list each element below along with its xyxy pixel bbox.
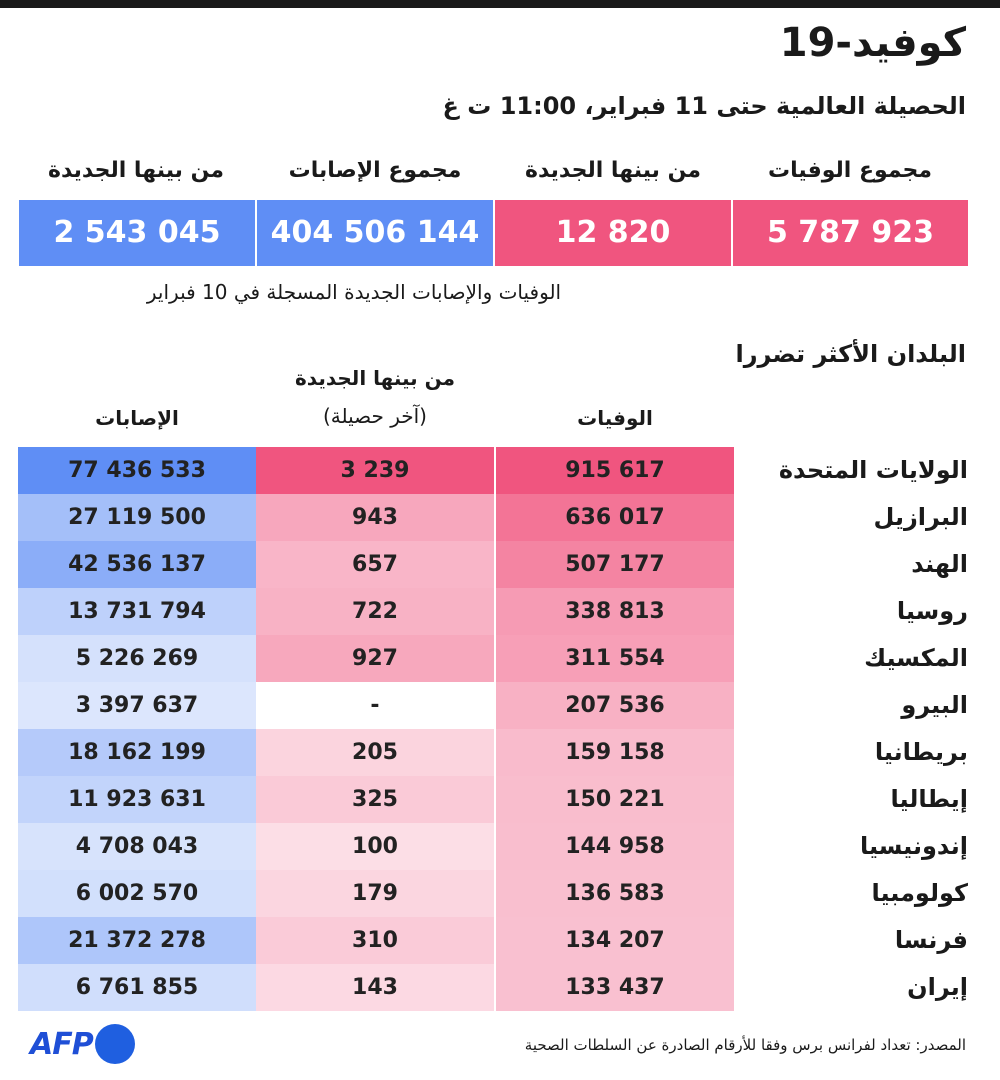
column-header-new-deaths-note: (آخر حصيلة) bbox=[322, 404, 427, 428]
table-title: البلدان الأكثر تضررا bbox=[735, 340, 966, 368]
summary-total-deaths: 5 787 923 bbox=[733, 200, 968, 266]
new-deaths-cell: 943 bbox=[256, 494, 494, 541]
deaths-cell: 159 158 bbox=[496, 729, 734, 776]
new-deaths-cell: 927 bbox=[256, 635, 494, 682]
cases-cell: 4 708 043 bbox=[18, 823, 256, 870]
deaths-cell: 133 437 bbox=[496, 964, 734, 1011]
summary-label-total-deaths: مجموع الوفيات bbox=[767, 158, 933, 183]
summary-label-new-deaths: من بينها الجديدة bbox=[524, 158, 702, 183]
cases-cell: 21 372 278 bbox=[18, 917, 256, 964]
new-deaths-cell: 657 bbox=[256, 541, 494, 588]
cases-cell: 5 226 269 bbox=[18, 635, 256, 682]
summary-label-new-cases: من بينها الجديدة bbox=[47, 158, 225, 183]
new-deaths-cell: 143 bbox=[256, 964, 494, 1011]
column-header-new-deaths: من بينها الجديدة bbox=[294, 366, 456, 390]
new-deaths-cell: 722 bbox=[256, 588, 494, 635]
new-deaths-cell: 179 bbox=[256, 870, 494, 917]
summary-new-deaths: 12 820 bbox=[495, 200, 731, 266]
cases-cell: 3 397 637 bbox=[18, 682, 256, 729]
cases-cell: 42 536 137 bbox=[18, 541, 256, 588]
deaths-cell: 207 536 bbox=[496, 682, 734, 729]
page-subtitle: الحصيلة العالمية حتى 11 فبراير، 11:00 ت … bbox=[442, 92, 966, 120]
summary-note: الوفيات والإصابات الجديدة المسجلة في 10 … bbox=[146, 280, 562, 304]
new-deaths-cell: - bbox=[256, 682, 494, 729]
column-header-cases: الإصابات bbox=[95, 406, 179, 430]
summary-total-cases: 404 506 144 bbox=[257, 200, 493, 266]
deaths-cell: 136 583 bbox=[496, 870, 734, 917]
country-label: الولايات المتحدة bbox=[778, 456, 968, 484]
deaths-cell: 507 177 bbox=[496, 541, 734, 588]
country-label: الهند bbox=[911, 550, 968, 578]
country-label: إيران bbox=[907, 973, 968, 1001]
afp-logo: AFP bbox=[30, 1024, 135, 1064]
page-title: كوفيد-19 bbox=[779, 20, 966, 66]
deaths-cell: 150 221 bbox=[496, 776, 734, 823]
new-deaths-cell: 3 239 bbox=[256, 447, 494, 494]
deaths-cell: 311 554 bbox=[496, 635, 734, 682]
country-label: إيطاليا bbox=[890, 785, 968, 813]
country-label: روسيا bbox=[896, 597, 968, 625]
cases-cell: 6 761 855 bbox=[18, 964, 256, 1011]
top-bar bbox=[0, 0, 1000, 8]
country-label: البرازيل bbox=[873, 503, 968, 531]
afp-logo-text: AFP bbox=[30, 1026, 94, 1062]
cases-cell: 27 119 500 bbox=[18, 494, 256, 541]
country-label: بريطانيا bbox=[874, 738, 968, 766]
country-label: البيرو bbox=[901, 691, 968, 719]
deaths-cell: 636 017 bbox=[496, 494, 734, 541]
cases-cell: 77 436 533 bbox=[18, 447, 256, 494]
deaths-cell: 338 813 bbox=[496, 588, 734, 635]
new-deaths-cell: 325 bbox=[256, 776, 494, 823]
new-deaths-cell: 205 bbox=[256, 729, 494, 776]
cases-cell: 6 002 570 bbox=[18, 870, 256, 917]
deaths-cell: 134 207 bbox=[496, 917, 734, 964]
cases-cell: 11 923 631 bbox=[18, 776, 256, 823]
new-deaths-cell: 310 bbox=[256, 917, 494, 964]
country-label: إندونيسيا bbox=[859, 832, 968, 860]
deaths-cell: 915 617 bbox=[496, 447, 734, 494]
afp-logo-dot bbox=[94, 1024, 135, 1064]
country-label: فرنسا bbox=[894, 926, 968, 954]
summary-label-total-cases: مجموع الإصابات bbox=[288, 158, 462, 183]
country-label: المكسيك bbox=[864, 644, 968, 672]
source-note: المصدر: تعداد لفرانس برس وفقا للأرقام ال… bbox=[524, 1036, 966, 1054]
cases-cell: 13 731 794 bbox=[18, 588, 256, 635]
column-header-deaths: الوفيات bbox=[577, 406, 653, 430]
new-deaths-cell: 100 bbox=[256, 823, 494, 870]
country-label: كولومبيا bbox=[871, 879, 968, 907]
deaths-cell: 144 958 bbox=[496, 823, 734, 870]
cases-cell: 18 162 199 bbox=[18, 729, 256, 776]
summary-new-cases: 2 543 045 bbox=[19, 200, 255, 266]
